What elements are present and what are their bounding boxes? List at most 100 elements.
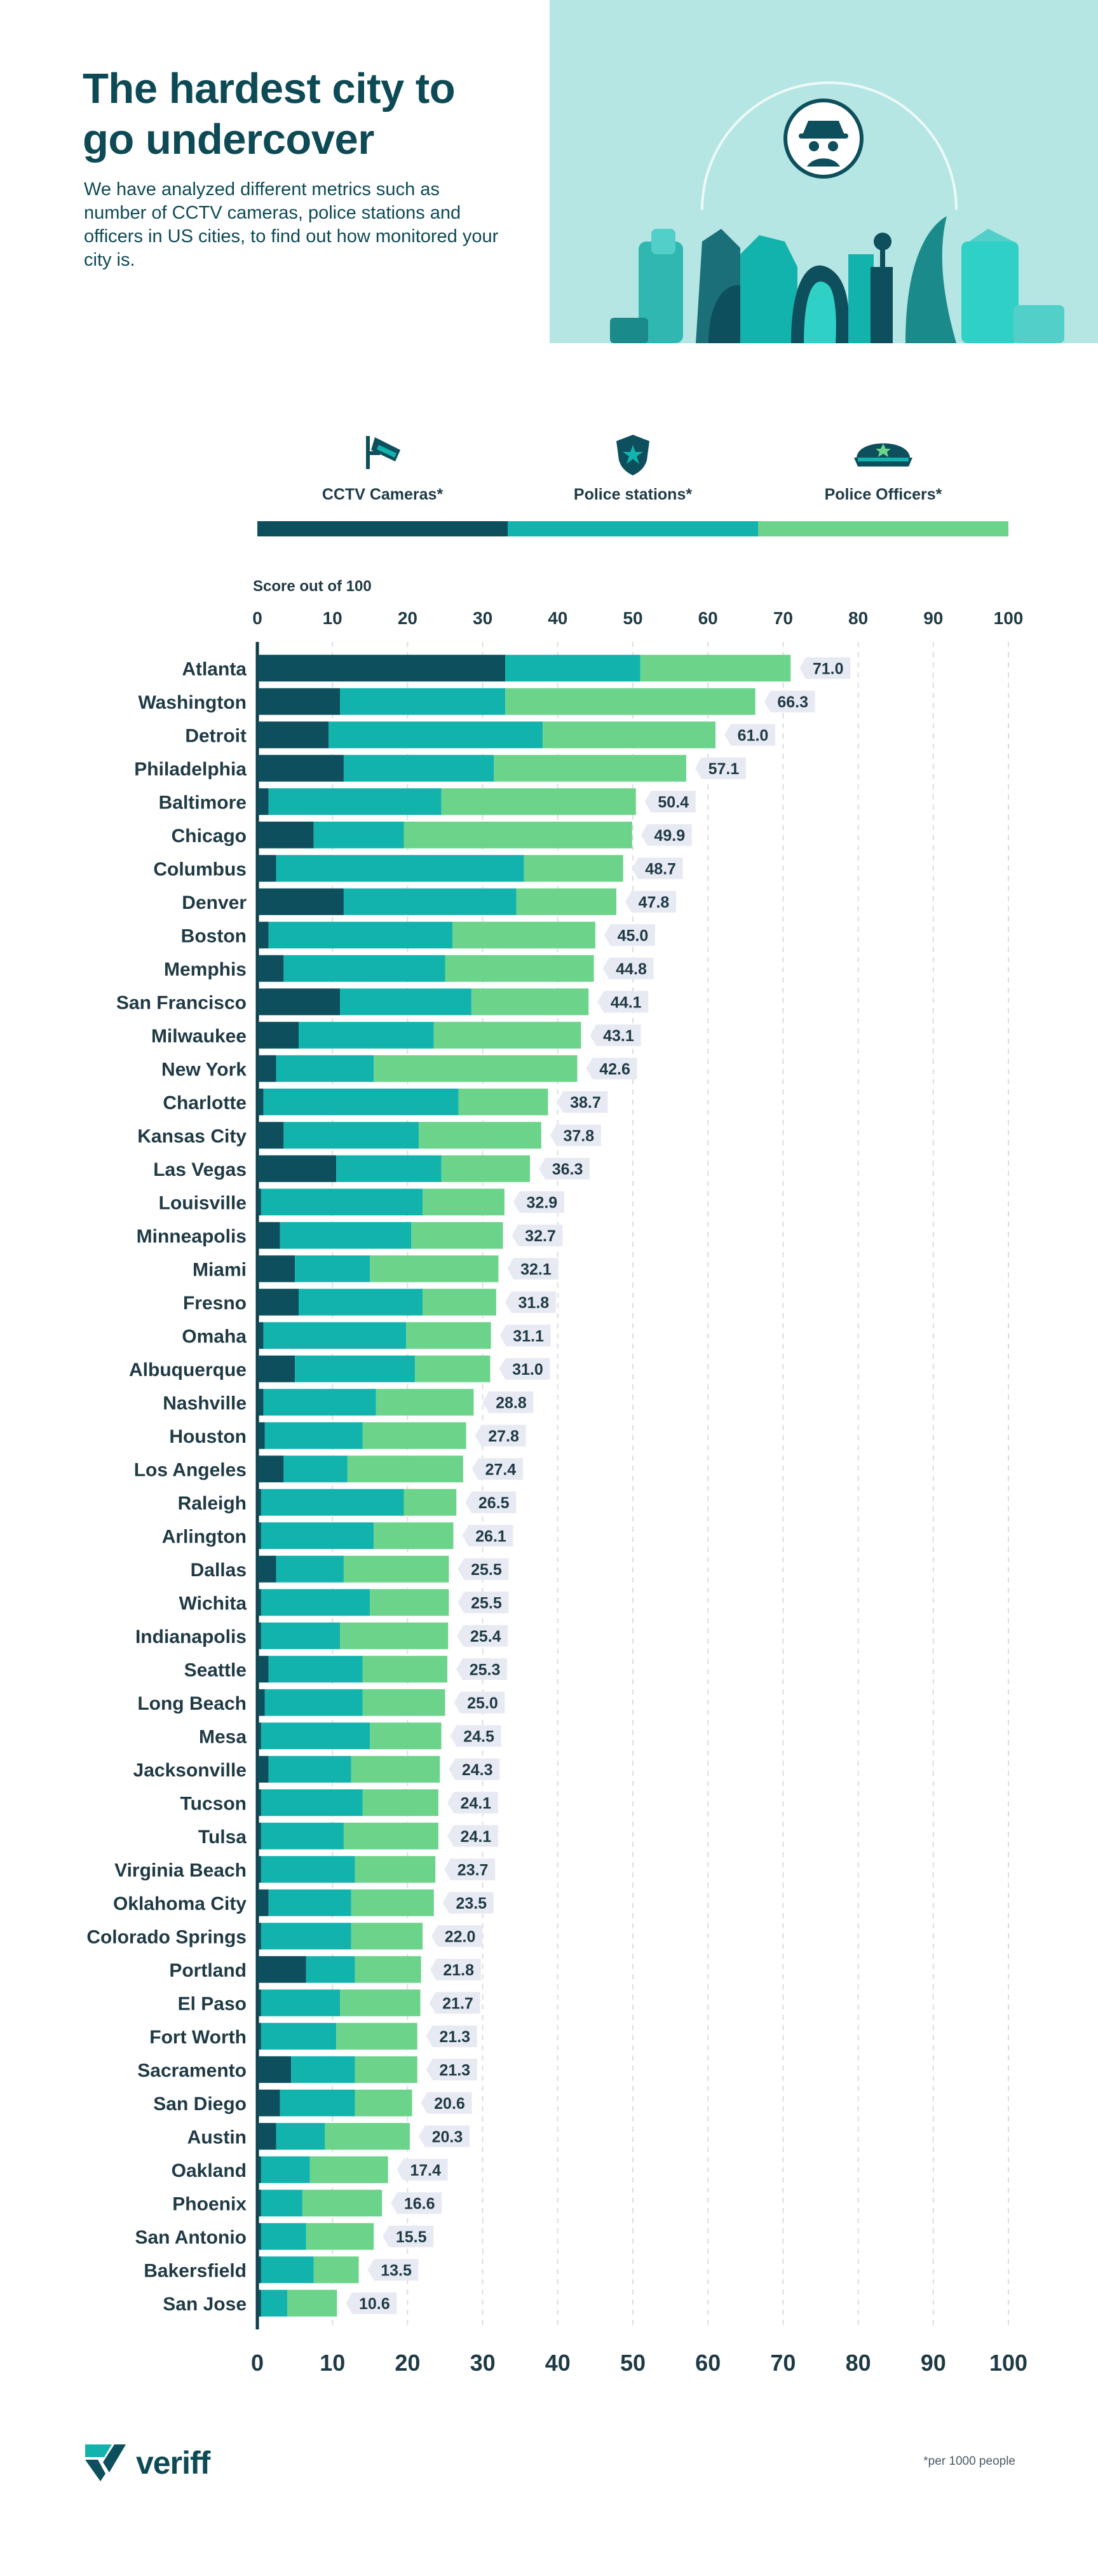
bar-segment-officers [403,1489,457,1516]
value-label: 28.8 [496,1394,527,1412]
bar-segment-officers [325,2123,410,2150]
bar-segment-cctv [257,721,329,749]
category-label: Detroit [185,725,247,746]
value-label-tag [454,1691,505,1714]
bar-segment-officers [524,855,623,882]
category-label: Chicago [172,826,247,847]
bar-segment-officers [406,1322,491,1349]
bar-row: Kansas City 37.8 [137,1122,601,1149]
bar-segment-stations [261,1822,344,1850]
bar-row: Miami 32.1 [193,1255,559,1283]
bar-segment-stations [295,1255,370,1283]
value-label: 25.5 [471,1561,502,1579]
bar-segment-officers [471,988,589,1016]
category-label: Arlington [162,1526,247,1547]
bar-row: Seattle 25.3 [184,1656,508,1683]
value-label-tag [640,824,692,846]
bar-segment-cctv [257,1021,299,1049]
bar-segment-officers [494,754,686,782]
value-label: 10.6 [359,2295,390,2313]
value-label-tag [430,1958,481,1980]
value-label: 23.5 [456,1895,487,1912]
value-label-tag [507,1258,559,1280]
bar-row: Charlotte 38.7 [163,1088,608,1115]
legend: CCTV Cameras* Police stations* Police Of… [257,419,1008,540]
bar-segment-officers [370,1255,499,1283]
bar-segment-officers [343,1822,438,1850]
value-label: 44.1 [611,993,642,1011]
category-label: Wichita [179,1593,247,1614]
bar-segment-officers [347,1455,463,1483]
category-label: Colorado Springs [86,1926,247,1947]
category-label: Louisville [159,1192,247,1213]
bar-segment-cctv [257,955,284,982]
value-label: 71.0 [813,660,844,678]
bar-row: Baltimore 50.4 [159,788,696,815]
bar-segment-cctv [257,855,276,882]
bar-segment-officers [351,1923,423,1950]
bar-segment-cctv [257,1189,261,1216]
x-tick-label-bottom: 50 [620,2350,646,2376]
veriff-logo: veriff [83,2441,222,2485]
value-label-tag [482,1391,534,1414]
bar-segment-officers [309,2156,388,2183]
bar-row: New York 42.6 [161,1055,637,1082]
value-label-tag [471,1458,523,1480]
x-tick-label-bottom: 10 [320,2350,345,2376]
value-label-tag [602,957,654,979]
category-label: Jacksonville [133,1760,247,1781]
bar-row: Fort Worth 21.3 [149,2022,477,2050]
x-tick-label-bottom: 60 [695,2350,721,2376]
category-label: Atlanta [182,658,247,679]
value-label-tag [447,1792,498,1814]
bar-segment-stations [268,1656,363,1683]
legend-swatch-cctv [257,521,508,536]
bar-segment-cctv [257,1689,265,1716]
bar-segment-officers [362,1689,445,1716]
x-tick-label-bottom: 70 [770,2350,796,2376]
bar-row: Sacramento 21.3 [137,2056,477,2083]
bar-row: Arlington 26.1 [162,1522,513,1550]
x-axis-bottom: 0 10 20 30 40 50 60 70 80 90 100 [251,2350,1027,2376]
hero-illustration [550,0,1098,343]
bar-segment-cctv [257,1755,269,1783]
value-label-tag [431,1925,483,1947]
legend-swatch-stations [508,521,758,536]
value-label-tag [418,2125,470,2148]
bar-segment-stations [261,1589,370,1616]
bar-segment-officers [362,1656,448,1683]
category-label: Fresno [183,1293,247,1314]
category-label: Bakersfield [144,2260,247,2281]
bar-segment-cctv [257,2190,261,2217]
bar-segment-officers [302,2190,383,2217]
bar-segment-cctv [257,1422,265,1449]
bar-row: Louisville 32.9 [159,1189,564,1216]
value-label-tag [632,857,683,880]
bar-segment-officers [351,1755,440,1783]
value-label-tag [604,924,655,946]
value-label: 43.1 [603,1027,634,1045]
bar-row: Virginia Beach 23.7 [114,1856,496,1883]
category-label: El Paso [178,1993,247,2014]
bar-segment-officers [355,1956,421,1983]
value-label: 27.4 [485,1461,517,1478]
category-label: Oklahoma City [113,1893,247,1914]
x-axis-top: 0 10 20 30 40 50 60 70 80 90 100 [252,608,1023,628]
category-label: Portland [169,1960,247,1981]
value-label: 31.0 [512,1361,543,1379]
police-hat-icon [854,443,912,467]
value-label-tag [512,1224,563,1246]
bar-segment-stations [261,2190,302,2217]
category-label: Las Vegas [153,1159,247,1180]
bar-segment-cctv [257,788,269,815]
bar-segment-stations [261,1622,341,1649]
category-label: Denver [182,892,247,913]
bar-segment-cctv [257,922,269,949]
category-label: Charlotte [163,1093,247,1114]
value-label: 17.4 [410,2162,441,2179]
value-label-tag [450,1725,501,1747]
bar-row: San Antonio 15.5 [135,2223,434,2250]
bar-segment-cctv [257,1989,261,2017]
bar-segment-cctv [257,1622,261,1649]
value-label: 22.0 [445,1928,476,1946]
